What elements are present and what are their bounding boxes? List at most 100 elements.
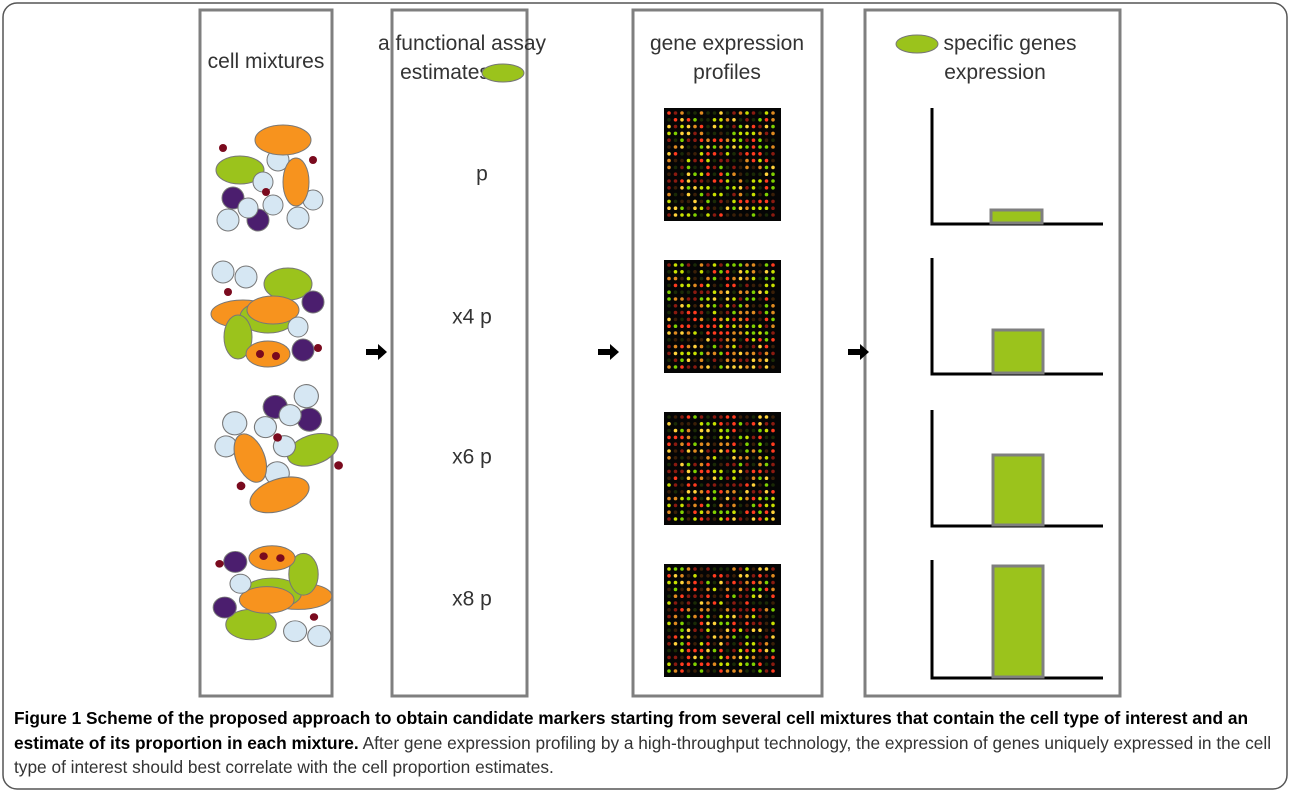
spot	[686, 358, 691, 363]
spot	[771, 206, 775, 210]
spot	[758, 206, 762, 210]
spot	[725, 179, 730, 183]
spot	[732, 662, 736, 666]
spot	[673, 580, 678, 585]
spot	[745, 158, 749, 163]
spot	[719, 655, 723, 660]
spot	[764, 435, 769, 440]
spot	[738, 662, 743, 666]
spot	[758, 435, 762, 440]
spot	[706, 655, 710, 660]
spot	[732, 415, 736, 419]
spot	[667, 608, 671, 612]
spot	[771, 270, 775, 274]
spot	[732, 428, 736, 433]
spot	[680, 199, 684, 204]
spot	[686, 344, 691, 349]
spot	[758, 648, 762, 653]
spot	[712, 456, 717, 460]
spot	[706, 456, 710, 460]
spot	[732, 206, 736, 210]
spot	[758, 186, 762, 190]
spot	[725, 449, 730, 453]
spot	[667, 276, 671, 281]
spot	[771, 469, 775, 474]
spot	[693, 310, 697, 315]
spot	[738, 442, 743, 447]
spot	[673, 186, 678, 190]
spot	[693, 344, 697, 349]
spot	[706, 510, 710, 514]
spot	[719, 503, 723, 508]
spot	[758, 503, 762, 508]
spot	[771, 152, 775, 156]
spot	[732, 324, 736, 329]
panel	[198, 8, 334, 698]
spot	[712, 449, 717, 453]
spot	[719, 435, 723, 440]
spot	[751, 587, 756, 592]
spot	[699, 324, 704, 329]
spot	[738, 669, 743, 673]
spot	[738, 469, 743, 474]
spot	[712, 469, 717, 474]
spot	[758, 283, 762, 288]
spot	[680, 503, 684, 508]
spot	[693, 192, 697, 197]
spot	[732, 456, 736, 460]
spot	[693, 283, 697, 288]
spot	[764, 449, 769, 453]
spot	[699, 138, 704, 142]
spot	[680, 358, 684, 363]
spot	[751, 635, 756, 639]
spot	[693, 587, 697, 592]
spot	[732, 503, 736, 508]
spot	[673, 601, 678, 605]
spot	[738, 276, 743, 281]
spot	[738, 517, 743, 521]
spot	[719, 310, 723, 315]
spot	[712, 365, 717, 369]
spot	[771, 490, 775, 494]
spot	[693, 331, 697, 335]
spot	[751, 310, 756, 315]
spot	[745, 131, 749, 136]
assay-value: x8 p	[452, 588, 492, 611]
spot	[693, 608, 697, 612]
spot	[758, 213, 762, 217]
spot	[693, 270, 697, 274]
spot	[719, 428, 723, 433]
spot	[667, 358, 671, 363]
spot	[732, 510, 736, 514]
spot	[712, 574, 717, 578]
spot	[738, 490, 743, 494]
spot	[764, 111, 769, 115]
spot	[667, 587, 671, 592]
spot	[758, 145, 762, 149]
spot	[719, 442, 723, 447]
spot	[732, 648, 736, 653]
spot	[706, 158, 710, 163]
spot	[725, 131, 730, 136]
spot	[667, 118, 671, 122]
spot	[686, 131, 691, 136]
spot	[738, 510, 743, 514]
spot	[751, 304, 756, 308]
spot	[725, 124, 730, 129]
spot	[764, 365, 769, 369]
spot	[732, 574, 736, 578]
spot	[706, 415, 710, 419]
spot	[686, 655, 691, 660]
spot	[680, 476, 684, 481]
spot	[686, 351, 691, 356]
spot	[725, 614, 730, 619]
spot	[712, 199, 717, 204]
spot	[680, 324, 684, 329]
spot	[673, 462, 678, 467]
spot	[725, 365, 730, 369]
expression-bars	[989, 208, 1045, 679]
spot	[693, 172, 697, 176]
spot	[699, 456, 704, 460]
spot	[758, 635, 762, 639]
spot	[699, 442, 704, 447]
